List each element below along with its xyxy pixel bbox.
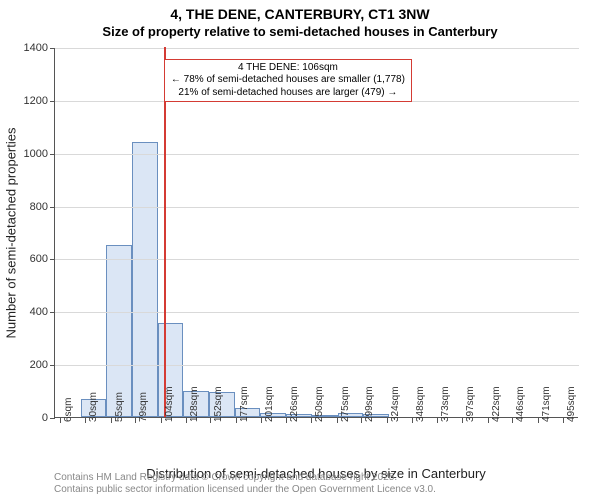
- annotation-box: 4 THE DENE: 106sqm← 78% of semi-detached…: [164, 59, 412, 103]
- x-tick-label: 30sqm: [88, 392, 99, 422]
- y-tick-mark: [50, 312, 55, 313]
- x-tick-mark: [437, 418, 438, 423]
- x-tick-mark: [111, 418, 112, 423]
- y-tick-label: 400: [8, 306, 48, 318]
- x-tick-mark: [261, 418, 262, 423]
- y-tick-mark: [50, 365, 55, 366]
- y-tick-label: 1400: [8, 42, 48, 54]
- gridline-h: [55, 154, 579, 155]
- x-tick-label: 250sqm: [314, 386, 325, 422]
- x-tick-label: 152sqm: [213, 386, 224, 422]
- x-tick-label: 324sqm: [390, 386, 401, 422]
- chart-subtitle: Size of property relative to semi-detach…: [0, 24, 600, 40]
- x-tick-mark: [361, 418, 362, 423]
- y-tick-mark: [50, 154, 55, 155]
- x-tick-label: 6sqm: [63, 398, 74, 422]
- histogram-bar: [132, 142, 158, 417]
- chart-area: Number of semi-detached properties 02004…: [54, 48, 578, 418]
- x-tick-mark: [135, 418, 136, 423]
- y-tick-mark: [50, 418, 55, 419]
- y-tick-label: 1200: [8, 95, 48, 107]
- x-tick-label: 275sqm: [340, 386, 351, 422]
- y-tick-mark: [50, 101, 55, 102]
- y-tick-label: 1000: [8, 148, 48, 160]
- x-tick-label: 397sqm: [465, 386, 476, 422]
- x-tick-mark: [85, 418, 86, 423]
- x-tick-mark: [387, 418, 388, 423]
- x-tick-mark: [538, 418, 539, 423]
- footer-line-1: Contains HM Land Registry data © Crown c…: [54, 472, 436, 484]
- gridline-h: [55, 365, 579, 366]
- y-tick-mark: [50, 259, 55, 260]
- annotation-line: 4 THE DENE: 106sqm: [171, 62, 405, 75]
- gridline-h: [55, 48, 579, 49]
- x-tick-label: 446sqm: [515, 386, 526, 422]
- x-tick-label: 55sqm: [114, 392, 125, 422]
- x-tick-label: 471sqm: [541, 386, 552, 422]
- marker-line: [164, 47, 166, 417]
- y-tick-mark: [50, 207, 55, 208]
- x-tick-label: 422sqm: [491, 386, 502, 422]
- x-tick-label: 299sqm: [364, 386, 375, 422]
- gridline-h: [55, 259, 579, 260]
- y-tick-label: 0: [8, 412, 48, 424]
- x-tick-mark: [488, 418, 489, 423]
- footer-line-2: Contains public sector information licen…: [54, 484, 436, 496]
- x-tick-label: 348sqm: [415, 386, 426, 422]
- x-tick-label: 373sqm: [440, 386, 451, 422]
- x-tick-mark: [337, 418, 338, 423]
- x-tick-label: 226sqm: [289, 386, 300, 422]
- x-tick-label: 104sqm: [164, 386, 175, 422]
- x-tick-label: 201sqm: [264, 386, 275, 422]
- attribution-footer: Contains HM Land Registry data © Crown c…: [54, 472, 436, 496]
- x-tick-mark: [210, 418, 211, 423]
- x-tick-label: 495sqm: [566, 386, 577, 422]
- x-tick-mark: [161, 418, 162, 423]
- x-tick-label: 79sqm: [138, 392, 149, 422]
- histogram-bars: [55, 47, 579, 417]
- x-tick-mark: [286, 418, 287, 423]
- annotation-line: ← 78% of semi-detached houses are smalle…: [171, 74, 405, 87]
- y-tick-mark: [50, 48, 55, 49]
- x-tick-mark: [563, 418, 564, 423]
- x-tick-label: 128sqm: [189, 386, 200, 422]
- x-tick-mark: [236, 418, 237, 423]
- x-tick-mark: [412, 418, 413, 423]
- x-tick-mark: [462, 418, 463, 423]
- y-tick-label: 800: [8, 201, 48, 213]
- x-tick-mark: [311, 418, 312, 423]
- x-tick-mark: [186, 418, 187, 423]
- chart-title-block: 4, THE DENE, CANTERBURY, CT1 3NW Size of…: [0, 0, 600, 40]
- x-tick-label: 177sqm: [239, 386, 250, 422]
- gridline-h: [55, 207, 579, 208]
- y-tick-label: 200: [8, 359, 48, 371]
- x-tick-mark: [60, 418, 61, 423]
- plot-area: Number of semi-detached properties 02004…: [54, 48, 578, 418]
- y-tick-label: 600: [8, 253, 48, 265]
- x-tick-mark: [512, 418, 513, 423]
- chart-title: 4, THE DENE, CANTERBURY, CT1 3NW: [0, 6, 600, 24]
- annotation-line: 21% of semi-detached houses are larger (…: [171, 87, 405, 100]
- gridline-h: [55, 312, 579, 313]
